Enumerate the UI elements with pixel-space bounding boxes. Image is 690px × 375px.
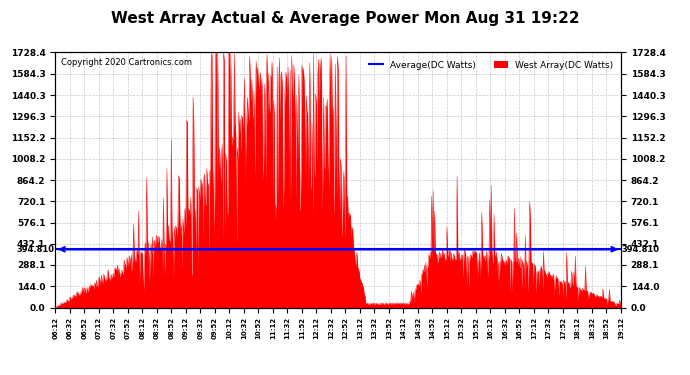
Text: Copyright 2020 Cartronics.com: Copyright 2020 Cartronics.com — [61, 58, 192, 67]
Text: 394.810: 394.810 — [622, 245, 660, 254]
Text: West Array Actual & Average Power Mon Aug 31 19:22: West Array Actual & Average Power Mon Au… — [110, 11, 580, 26]
Legend: Average(DC Watts), West Array(DC Watts): Average(DC Watts), West Array(DC Watts) — [366, 57, 616, 73]
Text: 394.810: 394.810 — [17, 245, 55, 254]
